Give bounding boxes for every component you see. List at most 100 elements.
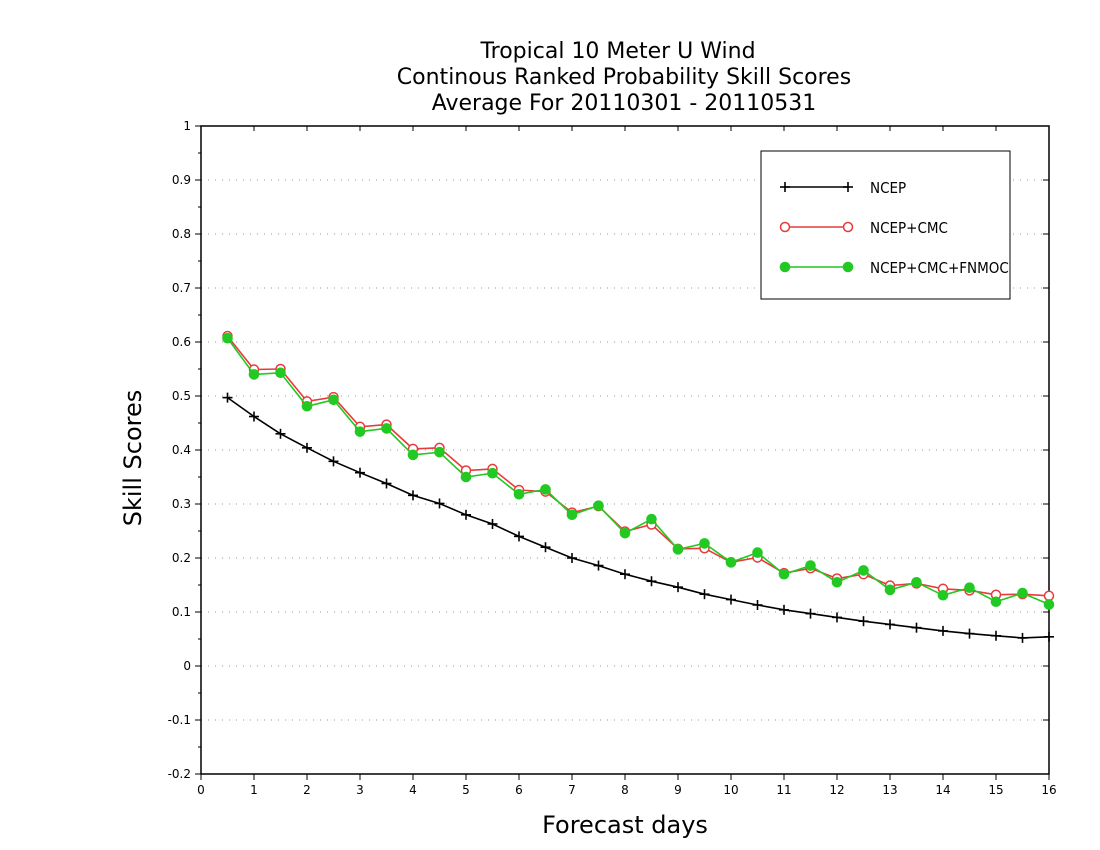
data-point-ncep	[249, 411, 259, 422]
data-point-ncep-cmc-fnmoc	[540, 484, 551, 495]
data-point-ncep-cmc-fnmoc	[752, 547, 763, 558]
data-point-ncep	[514, 531, 524, 542]
y-tick-label: 0.6	[172, 335, 191, 349]
series-line-ncep-cmc	[226, 335, 1050, 597]
legend-marker	[843, 182, 853, 192]
legend-marker	[779, 261, 791, 273]
x-tick-label: 14	[935, 783, 950, 797]
data-point-ncep	[567, 553, 577, 563]
data-point-ncep	[805, 608, 816, 619]
series-line-ncep	[227, 396, 1050, 639]
data-point-ncep-cmc-fnmoc	[778, 568, 790, 580]
data-point-ncep	[699, 589, 710, 600]
data-point-ncep	[646, 576, 657, 587]
data-point-ncep	[1044, 631, 1054, 642]
data-point-ncep-cmc-fnmoc	[301, 400, 313, 412]
data-point-ncep	[832, 612, 842, 623]
data-point-ncep-cmc-fnmoc	[672, 544, 684, 555]
x-tick-label: 6	[515, 783, 523, 797]
y-tick-label: 0.7	[172, 281, 191, 295]
y-tick-label: 0.4	[172, 443, 191, 457]
data-point-ncep-cmc-fnmoc	[513, 488, 525, 500]
x-tick-label: 3	[356, 783, 364, 797]
data-point-ncep	[885, 619, 895, 630]
data-point-ncep-cmc-fnmoc	[937, 589, 949, 601]
data-point-ncep-cmc-fnmoc	[1017, 587, 1028, 599]
chart-title: Tropical 10 Meter U Wind Continous Ranke…	[397, 39, 851, 116]
legend-box	[760, 150, 1011, 300]
legend-marker	[842, 221, 854, 233]
data-point-ncep	[911, 622, 922, 633]
y-axis: -0.2 -0.1 0 0.1 0.2 0.3 0.4 0.5 0.6 0.7 0.8 0.9 1	[168, 119, 1049, 781]
legend-label: NCEP	[870, 179, 906, 197]
data-point-ncep-cmc-fnmoc	[593, 500, 604, 511]
data-point-ncep-cmc-fnmoc	[1043, 599, 1055, 610]
data-point-ncep	[487, 518, 498, 529]
y-tick-label: 0.2	[172, 551, 191, 565]
chart-title-line-2: Continous Ranked Probability Skill Score…	[397, 65, 851, 90]
y-tick-label: 0.8	[172, 227, 191, 241]
series-layer	[222, 330, 1055, 643]
data-point-ncep-cmc-fnmoc	[884, 584, 896, 596]
data-point-ncep	[752, 599, 763, 610]
legend-entry-ncep: NCEP	[780, 179, 906, 197]
data-point-ncep	[328, 456, 339, 467]
legend-marker	[779, 221, 791, 233]
data-point-ncep	[991, 630, 1001, 641]
data-point-ncep	[938, 625, 948, 636]
data-point-ncep-cmc-fnmoc	[858, 565, 869, 576]
y-tick-label: 0.1	[172, 605, 191, 619]
data-point-ncep	[673, 582, 683, 593]
x-axis-label: Forecast days	[542, 811, 708, 839]
x-tick-label: 1	[250, 783, 258, 797]
data-point-ncep-cmc-fnmoc	[699, 538, 710, 549]
data-point-ncep-cmc-fnmoc	[805, 560, 816, 571]
x-tick-label: 5	[462, 783, 470, 797]
data-point-ncep-cmc-fnmoc	[328, 394, 339, 406]
data-point-ncep	[222, 392, 233, 403]
legend-entry-ncep-cmc: NCEP+CMC	[779, 219, 948, 237]
data-point-ncep-cmc-fnmoc	[725, 557, 737, 568]
data-point-ncep-cmc-fnmoc	[646, 513, 657, 525]
data-point-ncep	[964, 628, 975, 639]
data-point-ncep-cmc-fnmoc	[407, 449, 419, 461]
y-tick-label: -0.2	[168, 767, 191, 781]
data-point-ncep-cmc-fnmoc	[831, 577, 843, 588]
data-point-ncep	[620, 569, 630, 580]
x-tick-label: 2	[303, 783, 311, 797]
x-tick-label: 13	[882, 783, 897, 797]
y-tick-label: 0.9	[172, 173, 191, 187]
chart-title-line-1: Tropical 10 Meter U Wind	[479, 39, 755, 64]
x-tick-label: 12	[829, 783, 844, 797]
data-point-ncep-cmc-fnmoc	[911, 577, 922, 588]
data-point-ncep-cmc-fnmoc	[381, 423, 392, 434]
data-point-ncep	[355, 467, 365, 478]
legend-label: NCEP+CMC+FNMOC	[870, 259, 1009, 277]
data-point-ncep	[779, 604, 789, 615]
x-tick-label: 4	[409, 783, 417, 797]
data-point-ncep-cmc-fnmoc	[222, 332, 233, 344]
data-point-ncep-cmc-fnmoc	[275, 367, 286, 379]
series-ncep-cmc-fnmoc	[222, 332, 1055, 610]
data-point-ncep-cmc-fnmoc	[619, 527, 631, 539]
y-tick-label: -0.1	[168, 713, 191, 727]
series-ncep-cmc	[222, 330, 1055, 602]
legend-marker	[780, 182, 790, 192]
data-point-ncep	[275, 428, 286, 439]
x-tick-label: 8	[621, 783, 629, 797]
data-point-ncep	[302, 442, 312, 453]
data-point-ncep-cmc-fnmoc	[487, 467, 498, 479]
data-point-ncep-cmc-fnmoc	[566, 509, 578, 521]
data-point-ncep	[593, 560, 604, 571]
y-axis-label: Skill Scores	[119, 390, 147, 527]
data-point-ncep	[381, 478, 392, 489]
data-point-ncep	[858, 616, 869, 627]
data-point-ncep	[408, 490, 418, 501]
chart-title-line-3: Average For 20110301 - 20110531	[432, 91, 817, 116]
legend: NCEP NCEP+CMC NCEP+CMC+FNMOC	[760, 150, 1011, 300]
x-tick-label: 10	[723, 783, 738, 797]
data-point-ncep	[1017, 632, 1028, 643]
data-point-ncep	[540, 542, 551, 553]
y-tick-label: 0	[183, 659, 191, 673]
